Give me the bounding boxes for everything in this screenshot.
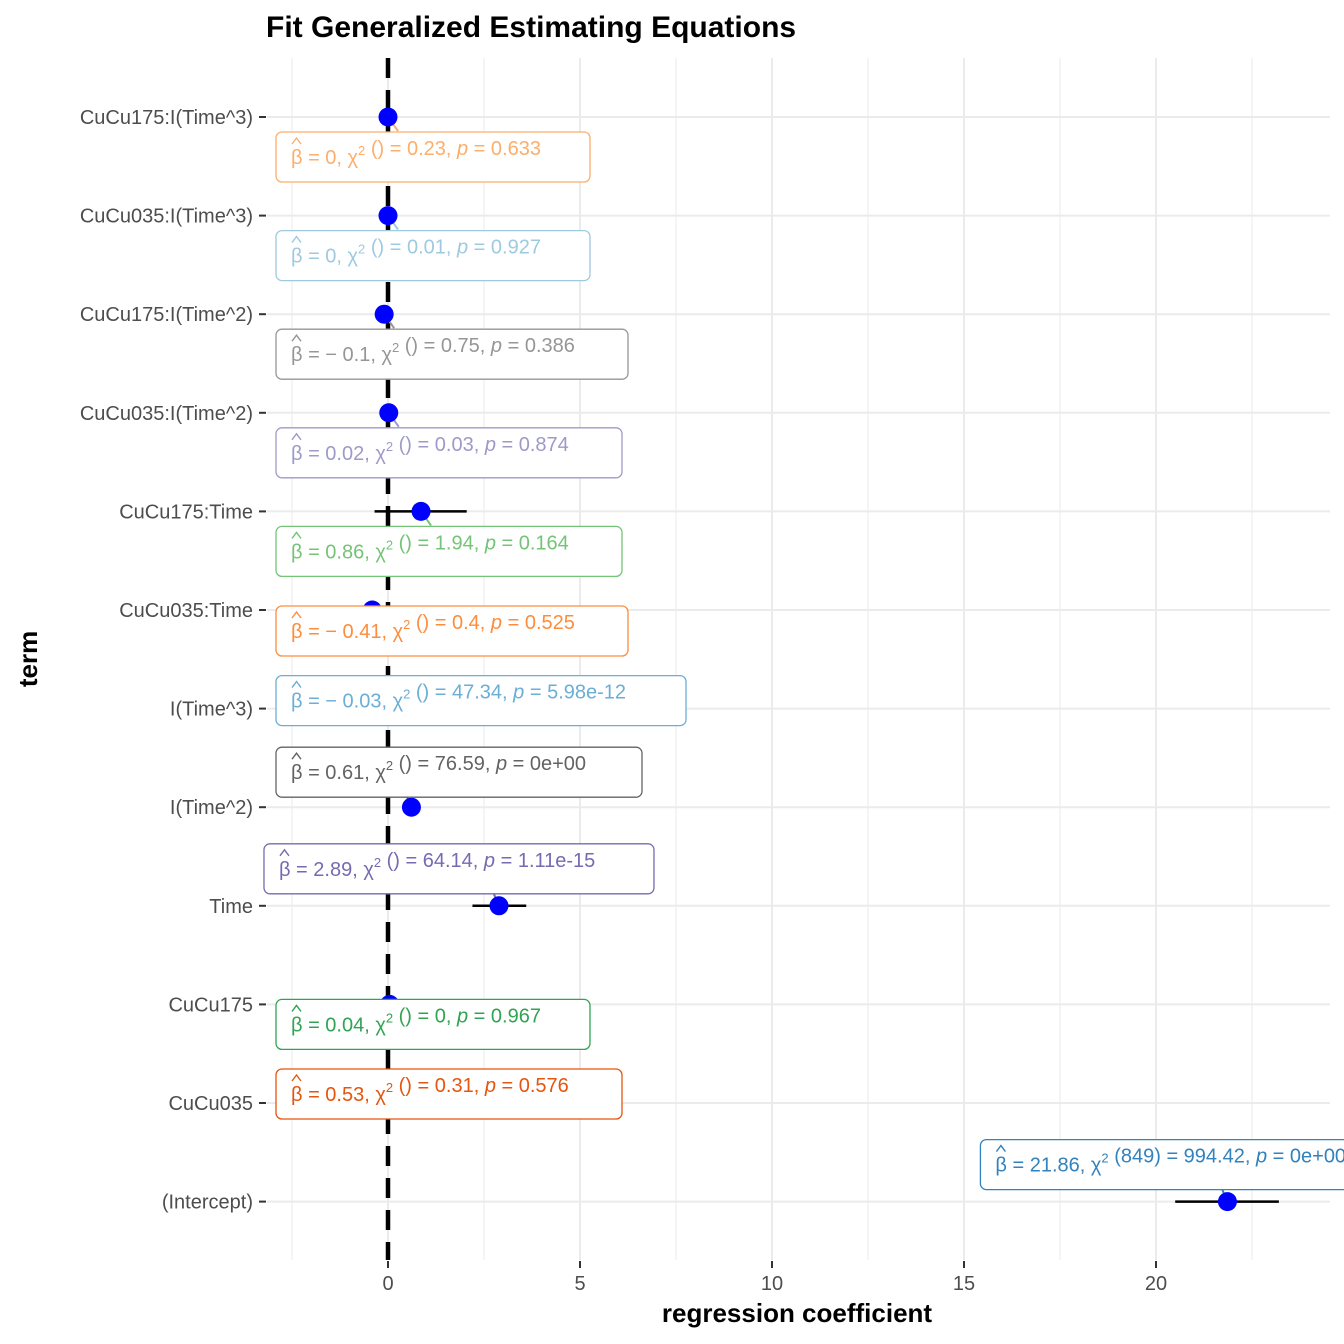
estimate-label: β = 0, χ2 () = 0.23, p = 0.633 [275,131,591,183]
estimate-label-box [275,674,687,727]
estimate-label-text: β = 0, χ2 () = 0.01, p = 0.927 [291,237,541,268]
beta-hat-mark [291,235,302,244]
y-tick-label: Time [209,896,253,918]
beta-hat-mark [291,1004,302,1012]
y-tick-label: I(Time^3) [170,699,253,721]
estimate-label: β = 2.89, χ2 () = 64.14, p = 1.11e-15 [263,843,655,895]
x-axis-title: regression coefficient [662,1298,933,1328]
y-tick-label: (Intercept) [162,1192,253,1214]
estimate-labels: β = 21.86, χ2 (849) = 994.42, p = 0e+00 β… [263,131,1344,1191]
estimate-label: β = 21.86, χ2 (849) = 994.42, p = 0e+00 [979,1138,1344,1191]
estimate-label: β = − 0.41, χ2 () = 0.4, p = 0.525 [275,605,629,657]
x-tick-label: 15 [953,1273,975,1295]
chart-title: Fit Generalized Estimating Equations [266,11,796,44]
y-tick-label: CuCu175:Time [119,501,253,523]
estimate-label-box [979,1138,1344,1191]
y-axis: (Intercept) CuCu035 CuCu175 Time I(Time^2) I(… [80,107,266,1214]
estimate-label-text: β = − 0.03, χ2 () = 47.34, p = 5.98e-12 [291,682,626,713]
estimate-label: β = 0.86, χ2 () = 1.94, p = 0.164 [275,525,623,578]
y-tick-label: CuCu175 [168,994,253,1016]
estimate-label: β = 0.04, χ2 () = 0, p = 0.967 [275,998,591,1051]
estimate-point [411,501,431,521]
estimate-point [378,206,398,226]
estimate-point [374,304,394,324]
beta-hat-mark [279,848,290,857]
x-tick-label: 5 [574,1273,585,1295]
x-axis: 0 5 10 15 20 [382,1261,1167,1295]
estimate-label-text: β = − 0.1, χ2 () = 0.75, p = 0.386 [291,335,575,366]
x-tick-label: 10 [761,1273,783,1295]
beta-hat-mark [291,680,302,689]
y-tick-label: CuCu035:Time [119,600,253,622]
beta-hat-mark [995,1144,1006,1153]
y-tick-label: I(Time^2) [170,797,253,819]
y-tick-label: CuCu035 [168,1093,253,1115]
estimate-label-box [275,427,623,479]
beta-hat-mark [291,334,302,342]
estimate-point [1217,1192,1237,1212]
estimate-point [401,797,421,817]
y-tick-label: CuCu035:I(Time^3) [80,206,253,228]
estimate-label-box [275,605,629,657]
beta-hat-mark [291,432,302,441]
estimate-label-text: β = − 0.41, χ2 () = 0.4, p = 0.525 [291,612,575,643]
estimate-point [378,107,398,127]
estimate-label: β = 0.02, χ2 () = 0.03, p = 0.874 [275,427,623,479]
estimate-label-box [275,746,643,798]
estimate-label-text: β = 0, χ2 () = 0.23, p = 0.633 [291,138,541,169]
estimate-label-box [275,998,591,1051]
beta-hat-mark [291,752,302,760]
y-tick-label: CuCu035:I(Time^2) [80,403,253,425]
beta-hat-mark [291,136,302,145]
estimate-label: β = − 0.03, χ2 () = 47.34, p = 5.98e-12 [275,674,687,727]
estimate-label-text: β = 0.86, χ2 () = 1.94, p = 0.164 [291,532,569,563]
estimate-label-box [275,131,591,183]
y-tick-label: CuCu175:I(Time^2) [80,304,253,326]
estimate-label-box [275,229,591,282]
estimate-label-text: β = 2.89, χ2 () = 64.14, p = 1.11e-15 [279,850,595,881]
x-tick-label: 20 [1145,1273,1167,1295]
estimate-label: β = − 0.1, χ2 () = 0.75, p = 0.386 [275,328,629,380]
estimate-label-text: β = 0.02, χ2 () = 0.03, p = 0.874 [291,434,569,465]
estimate-point [379,403,399,423]
estimate-point [489,896,509,916]
y-tick-label: CuCu175:I(Time^3) [80,107,253,129]
estimate-label-text: β = 0.53, χ2 () = 0.31, p = 0.576 [291,1075,569,1106]
estimate-label-box [275,328,629,380]
estimate-label-box [263,843,655,895]
estimate-label-box [275,1068,623,1120]
estimate-label: β = 0.53, χ2 () = 0.31, p = 0.576 [275,1068,623,1120]
x-tick-label: 0 [382,1273,393,1295]
estimate-label-text: β = 0.61, χ2 () = 76.59, p = 0e+00 [291,753,586,784]
beta-hat-mark [291,531,302,539]
estimate-label-text: β = 0.04, χ2 () = 0, p = 0.967 [291,1005,541,1036]
beta-hat-mark [291,1073,302,1082]
estimate-label-box [275,525,623,578]
estimate-label-text: β = 21.86, χ2 (849) = 994.42, p = 0e+00 [995,1146,1344,1177]
estimate-label: β = 0, χ2 () = 0.01, p = 0.927 [275,229,591,282]
estimate-label: β = 0.61, χ2 () = 76.59, p = 0e+00 [275,746,643,798]
y-axis-title: term [13,631,43,687]
beta-hat-mark [291,610,302,619]
